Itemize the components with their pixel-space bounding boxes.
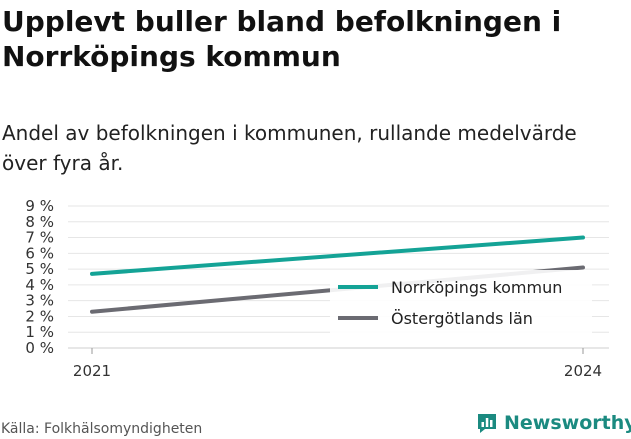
series-line: [90, 235, 585, 276]
x-tick-label: 2024: [564, 362, 602, 380]
y-tick-label: 3 %: [25, 292, 54, 310]
x-axis-ticks: 2021 2024: [73, 348, 602, 380]
y-tick-label: 6 %: [25, 244, 54, 262]
chart-subtitle: Andel av befolkningen i kommunen, rullan…: [2, 121, 577, 175]
y-tick-label: 5 %: [25, 260, 54, 278]
brand-name: Newsworthy: [504, 412, 631, 434]
legend-label: Östergötlands län: [391, 309, 533, 328]
bar-chart-speech-bubble-icon: [478, 414, 496, 433]
legend: Norrköpings kommun Östergötlands län: [330, 270, 592, 338]
y-axis-ticks: 0 %1 %2 %3 %4 %5 %6 %7 %8 %9 %: [25, 197, 54, 357]
line-chart: 0 %1 %2 %3 %4 %5 %6 %7 %8 %9 % 2021 2024 …: [25, 197, 609, 380]
source-note: Källa: Folkhälsomyndigheten: [1, 421, 203, 437]
y-tick-label: 2 %: [25, 307, 54, 325]
y-tick-label: 7 %: [25, 229, 54, 247]
legend-label: Norrköpings kommun: [391, 278, 562, 297]
chart-title: Upplevt buller bland befolkningen i Norr…: [2, 5, 562, 73]
legend-background: [330, 270, 592, 338]
y-tick-label: 4 %: [25, 276, 54, 294]
y-tick-label: 9 %: [25, 197, 54, 215]
y-tick-label: 0 %: [25, 339, 54, 357]
x-tick-label: 2021: [73, 362, 111, 380]
y-tick-label: 1 %: [25, 323, 54, 341]
y-tick-label: 8 %: [25, 213, 54, 231]
brand-logo: Newsworthy: [476, 408, 631, 438]
